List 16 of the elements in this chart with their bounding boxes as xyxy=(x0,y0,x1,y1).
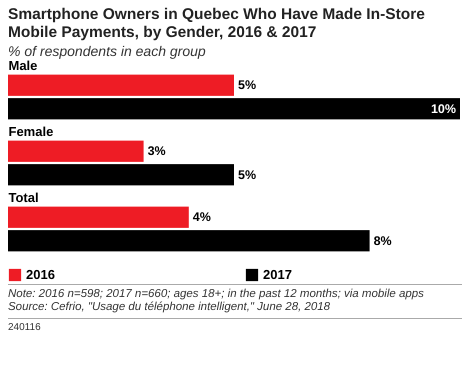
source-note: Source: Cefrio, "Usage du téléphone intelligent," June 28, 2018 xyxy=(8,301,332,314)
data-label: 5% xyxy=(238,78,256,92)
chart-subtitle: % of respondents in each group xyxy=(8,43,207,59)
chart-title: Smartphone Owners in Quebec Who Have Made In-Store Mobile Payments, by Gender, 2016 & 2017 xyxy=(8,6,426,42)
y-tick-label: Female xyxy=(8,124,54,139)
legend-label: 2017 xyxy=(263,267,292,282)
text: 240116 xyxy=(8,318,462,334)
data-label: 5% xyxy=(238,168,256,182)
y-tick-label: Male xyxy=(8,58,38,73)
data-label: 10% xyxy=(430,102,456,116)
data-label: 3% xyxy=(148,144,166,158)
data-label: 8% xyxy=(374,234,392,248)
legend-label: 2016 xyxy=(26,267,55,282)
data-label: 4% xyxy=(192,210,211,224)
text: Note: 2016 n=598; 2017 n=660; ages 18+; in the past 12 months; via mobile apps xyxy=(8,288,425,301)
y-tick-label: Total xyxy=(8,190,39,205)
